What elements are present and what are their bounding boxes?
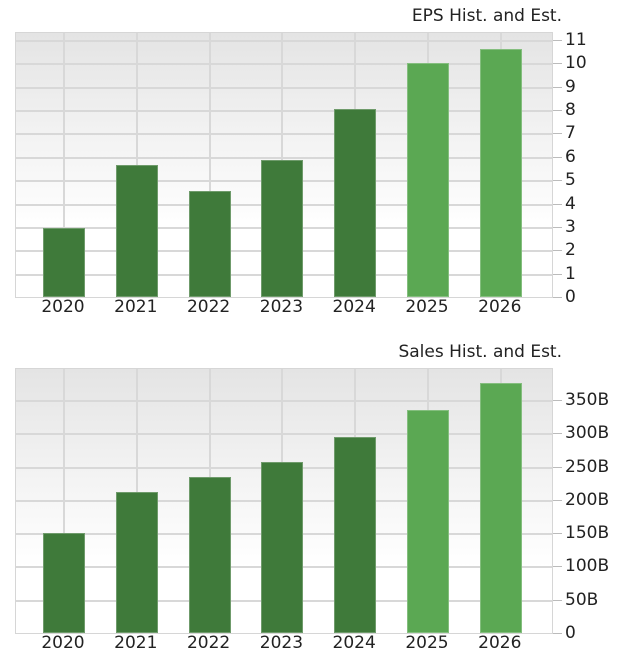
horizontal-gridline xyxy=(16,133,552,136)
y-tick-label: 4 xyxy=(565,193,576,214)
y-tick-label: 7 xyxy=(565,123,576,144)
sales-bar-2024[interactable] xyxy=(334,436,377,633)
sales-bar-2021[interactable] xyxy=(115,491,158,633)
sales-bar-2022[interactable] xyxy=(188,477,231,633)
eps-bar-2023[interactable] xyxy=(261,160,304,297)
y-tick-mark xyxy=(553,250,562,252)
eps-chart: EPS Hist. and Est. 0 1 2 3 4 5 6 7 8 9 10 11 2020 20… xyxy=(15,6,587,317)
sales-bar-2026[interactable] xyxy=(479,382,522,633)
horizontal-gridline xyxy=(16,63,552,66)
y-tick-mark xyxy=(553,533,562,535)
y-tick-mark xyxy=(553,40,562,41)
horizontal-gridline xyxy=(16,400,552,402)
y-tick-label: 9 xyxy=(565,76,576,97)
y-tick-label: 150B xyxy=(565,523,610,544)
y-tick-mark xyxy=(553,633,562,634)
y-tick-mark xyxy=(553,86,562,88)
y-tick-label: 1 xyxy=(565,263,576,284)
y-tick-label: 100B xyxy=(565,556,610,577)
y-tick-label: 10 xyxy=(565,53,587,74)
x-tick-label: 2023 xyxy=(259,633,304,653)
sales-bar-2020[interactable] xyxy=(43,533,85,633)
y-tick-mark xyxy=(553,566,562,568)
x-tick-label: 2024 xyxy=(332,633,376,653)
horizontal-gridline xyxy=(16,156,552,159)
y-tick-label: 2 xyxy=(565,240,576,261)
sales-plot-area xyxy=(15,368,553,634)
y-tick-label: 11 xyxy=(565,30,587,50)
eps-plot-area xyxy=(15,32,553,298)
y-tick-label: 3 xyxy=(565,216,576,237)
x-tick-label: 2020 xyxy=(41,633,85,653)
horizontal-gridline xyxy=(16,40,552,42)
y-tick-mark xyxy=(553,297,562,298)
sales-bar-2025[interactable] xyxy=(407,410,449,633)
eps-bar-2025[interactable] xyxy=(407,63,449,297)
y-tick-label: 250B xyxy=(565,456,610,477)
y-tick-mark xyxy=(553,226,562,228)
y-tick-label: 200B xyxy=(565,489,610,510)
y-tick-label: 5 xyxy=(565,170,576,191)
y-tick-mark xyxy=(553,63,562,65)
horizontal-gridline xyxy=(16,86,552,89)
vertical-gridline xyxy=(63,33,65,297)
vertical-gridline xyxy=(63,369,65,633)
y-tick-label: 350B xyxy=(565,390,610,410)
sales-bar-2023[interactable] xyxy=(261,461,304,633)
y-tick-label: 0 xyxy=(565,623,576,643)
x-tick-label: 2024 xyxy=(332,297,376,317)
y-tick-mark xyxy=(553,180,562,182)
x-tick-label: 2026 xyxy=(478,297,522,317)
horizontal-gridline xyxy=(16,110,552,113)
y-tick-mark xyxy=(553,156,562,158)
eps-bar-2022[interactable] xyxy=(188,190,231,297)
x-tick-label: 2026 xyxy=(478,633,522,653)
x-tick-label: 2021 xyxy=(114,297,158,317)
y-tick-mark xyxy=(553,203,562,205)
sales-chart-title: Sales Hist. and Est. xyxy=(398,342,562,362)
x-tick-label: 2022 xyxy=(186,633,231,653)
eps-bar-2026[interactable] xyxy=(479,49,522,297)
y-tick-mark xyxy=(553,499,562,501)
eps-bar-2020[interactable] xyxy=(43,228,85,297)
eps-bar-2024[interactable] xyxy=(334,108,377,297)
y-tick-mark xyxy=(553,433,562,435)
y-tick-label: 300B xyxy=(565,423,610,444)
x-tick-label: 2020 xyxy=(41,297,85,317)
y-tick-mark xyxy=(553,133,562,135)
y-tick-mark xyxy=(553,466,562,468)
eps-bar-2021[interactable] xyxy=(115,165,158,297)
x-tick-label: 2025 xyxy=(405,633,449,653)
x-tick-label: 2023 xyxy=(259,297,304,317)
y-tick-mark xyxy=(553,599,562,601)
y-tick-label: 8 xyxy=(565,100,576,121)
vertical-gridline xyxy=(208,33,211,297)
x-tick-label: 2022 xyxy=(186,297,231,317)
y-tick-mark xyxy=(553,110,562,112)
eps-chart-title: EPS Hist. and Est. xyxy=(411,6,562,26)
x-tick-label: 2021 xyxy=(114,633,158,653)
y-tick-label: 6 xyxy=(565,146,576,167)
y-tick-label: 0 xyxy=(565,287,576,307)
horizontal-gridline xyxy=(16,433,552,436)
y-tick-label: 50B xyxy=(565,589,599,610)
y-tick-mark xyxy=(553,273,562,275)
y-tick-mark xyxy=(553,400,562,401)
x-tick-label: 2025 xyxy=(405,297,449,317)
